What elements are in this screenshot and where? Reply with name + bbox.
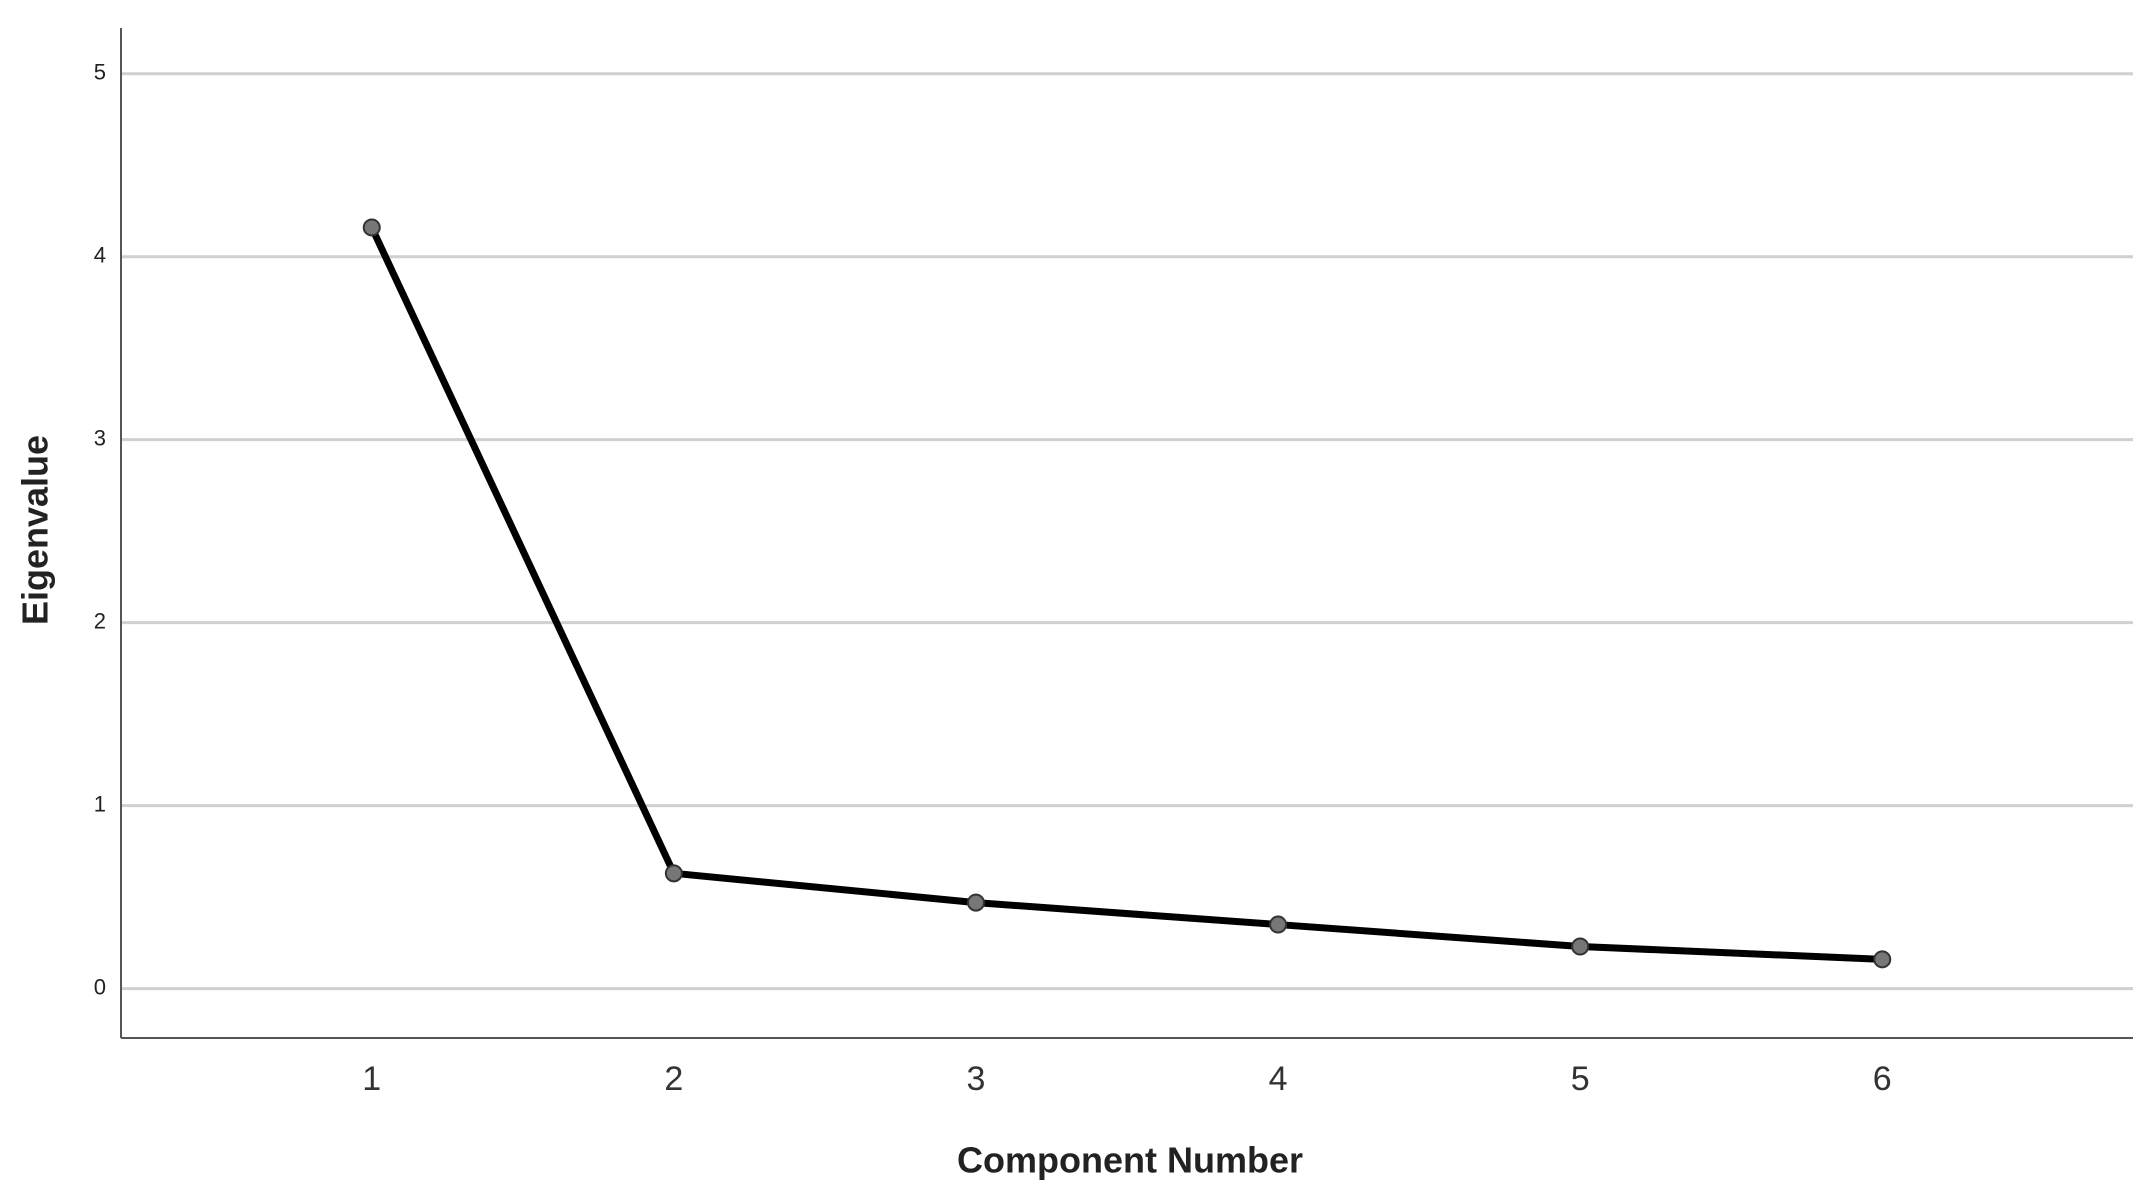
series-line	[368, 225, 1883, 963]
y-tick-label: 5	[94, 60, 106, 85]
x-tick-label: 4	[1269, 1060, 1288, 1098]
y-tick-label: 2	[94, 608, 106, 633]
x-tick-label: 5	[1571, 1060, 1590, 1098]
data-point	[362, 218, 381, 237]
data-point	[1269, 915, 1288, 934]
x-axis-label: Component Number	[957, 1140, 1303, 1181]
x-tick-label: 3	[966, 1060, 985, 1098]
data-point	[1873, 950, 1892, 969]
y-tick-label: 4	[94, 243, 106, 268]
data-point	[1571, 937, 1590, 956]
data-point	[664, 864, 683, 883]
y-axis-label: Eigenvalue	[15, 435, 56, 625]
y-tick-label: 0	[94, 974, 106, 999]
data-point	[966, 893, 985, 912]
x-tick-label: 2	[664, 1060, 683, 1098]
x-tick-label: 1	[362, 1060, 381, 1098]
y-tick-label: 1	[94, 791, 106, 816]
x-tick-label: 6	[1873, 1060, 1892, 1098]
y-tick-label: 3	[94, 425, 106, 450]
